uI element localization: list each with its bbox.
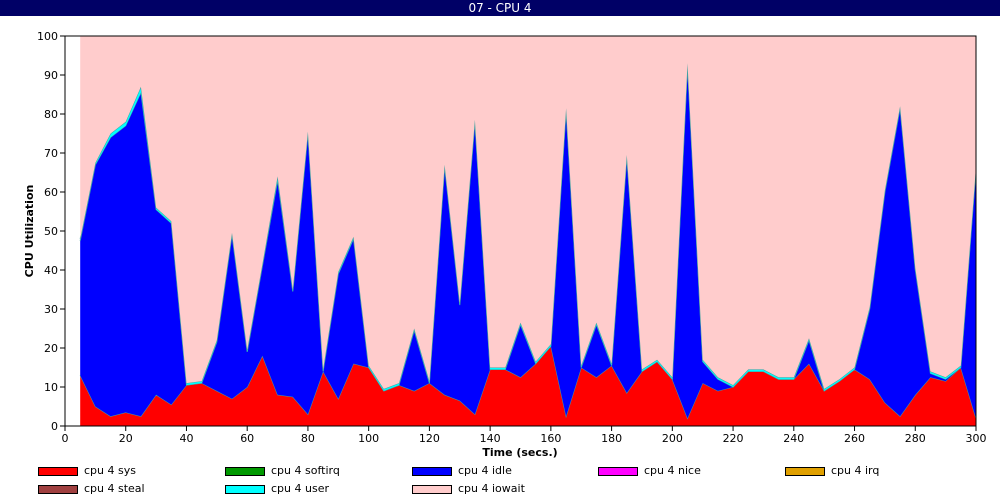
legend-item-cpu-4-nice: cpu 4 nice: [598, 464, 701, 478]
x-axis-title: Time (secs.): [482, 446, 557, 459]
x-tick-label: 260: [844, 432, 865, 445]
y-tick-label: 60: [44, 186, 58, 199]
cpu-utilization-chart: 0 10 20 30 40 50 60 70 80 90 100 0 20 40 60 80 100 120 140…: [23, 30, 987, 459]
legend-label: cpu 4 nice: [644, 464, 701, 477]
legend-label: cpu 4 idle: [458, 464, 512, 477]
legend-label: cpu 4 softirq: [271, 464, 340, 477]
legend-item-cpu-4-iowait: cpu 4 iowait: [412, 482, 525, 496]
legend-label: cpu 4 sys: [84, 464, 136, 477]
legend-item-cpu-4-irq: cpu 4 irq: [785, 464, 879, 478]
y-tick-label: 50: [44, 225, 58, 238]
legend-item-cpu-4-steal: cpu 4 steal: [38, 482, 145, 496]
legend-label: cpu 4 irq: [831, 464, 880, 477]
legend-swatch: [38, 484, 78, 494]
x-tick-label: 140: [480, 432, 501, 445]
x-tick-label: 300: [966, 432, 987, 445]
legend-swatch: [38, 466, 78, 476]
x-tick-label: 100: [358, 432, 379, 445]
legend: cpu 4 sys cpu 4 softirq cpu 4 idle cpu 4 ni…: [0, 462, 1000, 504]
x-tick-label: 180: [601, 432, 622, 445]
y-tick-label: 30: [44, 303, 58, 316]
y-tick-label: 80: [44, 108, 58, 121]
y-axis-title: CPU Utilization: [23, 185, 36, 278]
legend-item-cpu-4-sys: cpu 4 sys: [38, 464, 136, 478]
x-tick-label: 240: [783, 432, 804, 445]
y-tick-label: 20: [44, 342, 58, 355]
y-tick-label: 10: [44, 381, 58, 394]
window-title: 07 - CPU 4: [0, 0, 1000, 16]
y-tick-label: 70: [44, 147, 58, 160]
legend-label: cpu 4 iowait: [458, 482, 525, 495]
legend-swatch: [598, 466, 638, 476]
x-tick-label: 160: [540, 432, 561, 445]
legend-swatch: [412, 484, 452, 494]
x-tick-label: 60: [240, 432, 254, 445]
legend-label: cpu 4 user: [271, 482, 329, 495]
y-tick-label: 100: [37, 30, 58, 43]
x-tick-label: 200: [662, 432, 683, 445]
legend-item-cpu-4-user: cpu 4 user: [225, 482, 329, 496]
x-tick-label: 0: [62, 432, 69, 445]
area-cpu-4-sys: [80, 346, 976, 426]
area-cpu-4-idle: [80, 65, 976, 419]
x-tick-label: 220: [723, 432, 744, 445]
y-tick-label: 90: [44, 69, 58, 82]
legend-swatch: [412, 466, 452, 476]
x-tick-label: 20: [119, 432, 133, 445]
x-tick-label: 280: [905, 432, 926, 445]
legend-swatch: [225, 484, 265, 494]
legend-item-cpu-4-idle: cpu 4 idle: [412, 464, 512, 478]
x-tick-label: 40: [179, 432, 193, 445]
legend-label: cpu 4 steal: [84, 482, 145, 495]
y-tick-label: 0: [51, 420, 58, 433]
y-tick-label: 40: [44, 264, 58, 277]
legend-item-cpu-4-softirq: cpu 4 softirq: [225, 464, 340, 478]
legend-swatch: [225, 466, 265, 476]
legend-swatch: [785, 466, 825, 476]
x-tick-label: 80: [301, 432, 315, 445]
x-tick-label: 120: [419, 432, 440, 445]
area-cpu-4-iowait: [80, 36, 976, 389]
